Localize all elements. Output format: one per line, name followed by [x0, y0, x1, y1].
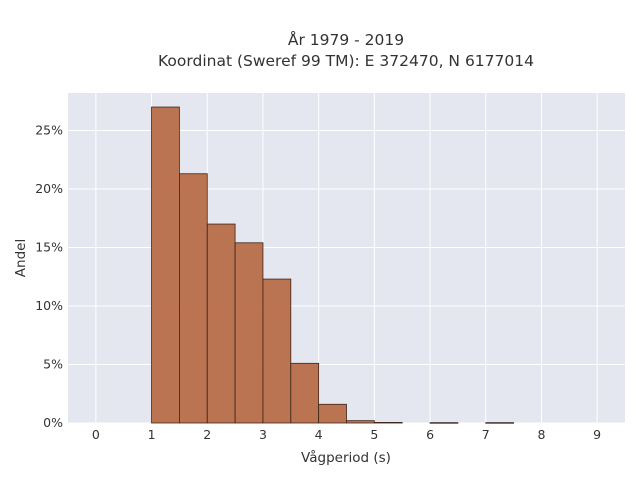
chart-title-line-1: År 1979 - 2019	[288, 30, 404, 49]
chart-title-line-2: Koordinat (Sweref 99 TM): E 372470, N 61…	[158, 52, 534, 70]
histogram-bar	[485, 422, 515, 424]
histogram-bar	[178, 173, 208, 424]
x-axis-title: Vågperiod (s)	[301, 449, 391, 466]
y-tick-label: 5%	[43, 356, 63, 371]
histogram-bar	[262, 278, 292, 424]
histogram-bar	[290, 362, 320, 424]
x-tick-label: 2	[203, 427, 211, 442]
histogram-bar	[318, 403, 347, 424]
y-tick-label: 15%	[35, 239, 63, 254]
x-tick-label: 8	[537, 427, 545, 442]
x-tick-label: 4	[315, 427, 323, 442]
histogram-bar	[429, 422, 459, 424]
y-tick-label: 25%	[35, 122, 63, 137]
y-axis-ticks: 0% 5% 10% 15% 20% 25%	[35, 122, 63, 430]
x-tick-label: 3	[259, 427, 267, 442]
histogram-bar	[234, 242, 264, 424]
x-tick-label: 9	[593, 427, 601, 442]
x-tick-label: 5	[370, 427, 378, 442]
y-tick-label: 20%	[35, 181, 63, 196]
y-axis-title: Andel	[13, 239, 29, 277]
histogram-bar	[151, 106, 180, 424]
histogram-bars	[151, 106, 515, 424]
x-tick-label: 6	[426, 427, 434, 442]
histogram-bar	[346, 420, 375, 424]
histogram-bar	[206, 223, 236, 424]
x-axis-ticks: 0 1 2 3 4 5 6 7 8 9	[92, 427, 601, 442]
y-tick-label: 10%	[35, 298, 63, 313]
histogram-bar	[373, 422, 403, 424]
y-tick-label: 0%	[43, 415, 63, 430]
x-tick-label: 1	[148, 427, 156, 442]
x-tick-label: 7	[482, 427, 490, 442]
x-tick-label: 0	[92, 427, 100, 442]
